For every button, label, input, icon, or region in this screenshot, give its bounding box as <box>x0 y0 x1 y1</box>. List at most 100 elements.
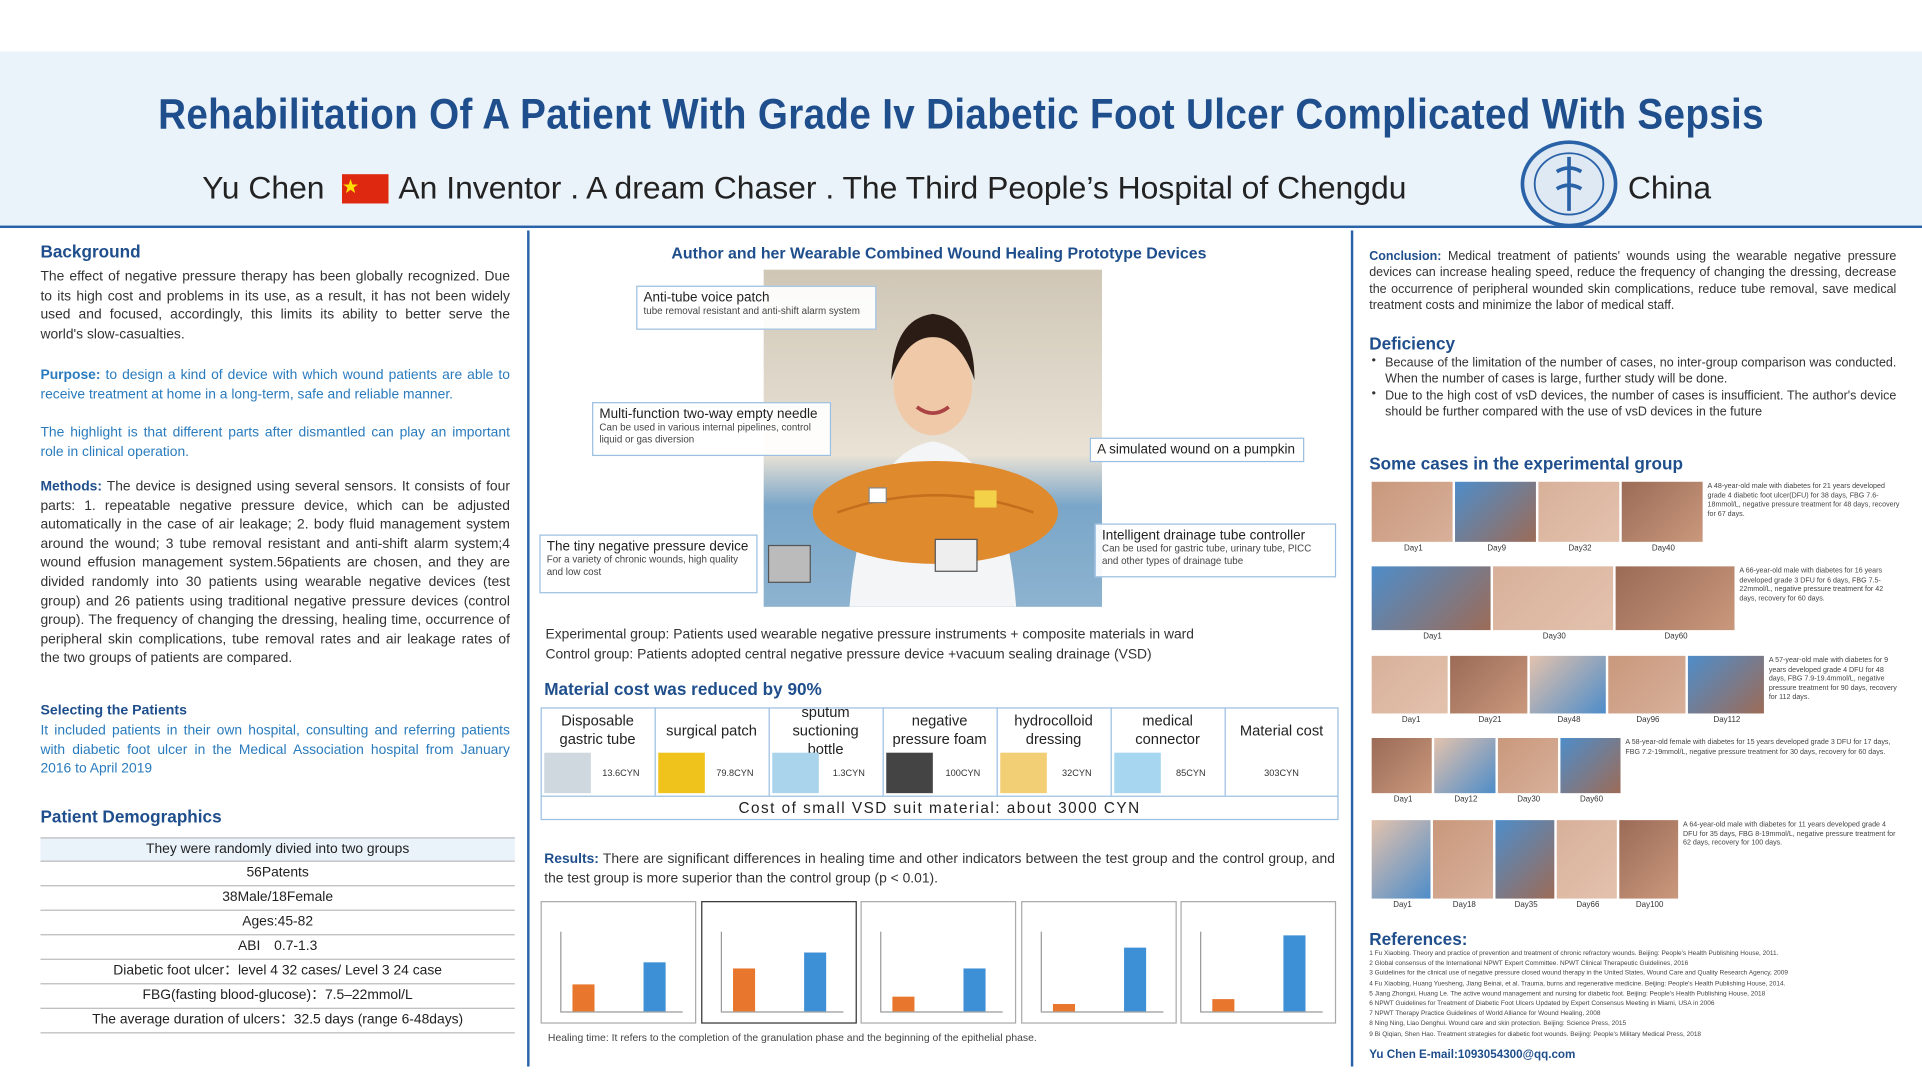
case-photo <box>1433 820 1493 899</box>
bar <box>643 962 666 1012</box>
day-label: Day66 <box>1576 901 1600 910</box>
bar <box>572 984 595 1012</box>
day-label: Day1 <box>1423 632 1442 642</box>
reference: 5 Jiang Zhongxi, Huang Le. The active wo… <box>1369 990 1766 998</box>
hospital-logo <box>1520 140 1618 228</box>
case-text: A 57-year-old male with diabetes for 9 y… <box>1768 657 1897 702</box>
paragraph: Results: There are significant differenc… <box>544 851 1335 889</box>
reference: 8 Ning Ning, Liao Denghui. Wound care an… <box>1369 1020 1627 1028</box>
column-name: Material cost <box>1239 721 1324 739</box>
day-label: Day18 <box>1452 901 1476 910</box>
callout-title: The tiny negative pressure device <box>546 539 749 555</box>
label: Methods: <box>40 479 102 495</box>
table-row: Ages:45-82 <box>40 911 515 936</box>
axis-line <box>560 1011 683 1013</box>
bar <box>892 996 915 1012</box>
country: China <box>1627 169 1712 206</box>
reference: 4 Fu Xiaobing, Huang Yuesheng, Jiang Bei… <box>1369 980 1786 988</box>
case-text: A 48-year-old male with diabetes for 21 … <box>1707 483 1900 519</box>
section-heading: Patient Demographics <box>40 806 222 827</box>
group-line: Experimental group: Patients used wearab… <box>545 627 1194 643</box>
axis-line <box>880 1011 1003 1013</box>
day-label: Day1 <box>1393 795 1413 805</box>
paragraph: It included patients in their own hospit… <box>40 723 510 777</box>
bar <box>963 968 986 1012</box>
case-photo <box>1493 566 1613 631</box>
case-photo <box>1371 481 1453 542</box>
mini-chart <box>1180 901 1337 1024</box>
callout: Anti-tube voice patch tube removal resist… <box>636 285 877 330</box>
column-name: sputum suctioning bottle <box>792 703 859 757</box>
axis-line <box>1200 931 1202 1012</box>
case-photo <box>1495 820 1555 899</box>
text: to design a kind of device with which wo… <box>40 367 510 402</box>
day-label: Day21 <box>1478 715 1502 725</box>
day-label: Day30 <box>1517 795 1541 805</box>
author: Yu Chen <box>202 169 325 206</box>
reference: 2 Global consensus of the International … <box>1369 960 1689 968</box>
day-label: Day32 <box>1568 544 1592 553</box>
callout-title: A simulated wound on a pumpkin <box>1097 442 1295 458</box>
bullet-text: Due to the high cost of vsD devices, the… <box>1385 389 1897 420</box>
case-photo <box>1687 655 1764 714</box>
section-heading: Selecting the Patients <box>40 703 187 719</box>
column-divider <box>1350 230 1354 1067</box>
case-photo <box>1371 566 1491 631</box>
callout: The tiny negative pressure device For a v… <box>539 534 758 594</box>
table-row: 56Patents <box>40 862 515 887</box>
axis-line <box>1040 931 1042 1012</box>
table-row: ABI 0.7-1.3 <box>40 935 515 960</box>
day-label: Day96 <box>1636 715 1660 725</box>
price: 32CYN <box>1062 767 1092 779</box>
item-photo <box>886 752 933 794</box>
header-band <box>0 51 1922 229</box>
reference: 9 Bi Qiqian, Shen Hao. Treatment strateg… <box>1369 1030 1702 1038</box>
section-heading: Deficiency <box>1369 333 1456 354</box>
price: 79.8CYN <box>716 767 754 779</box>
item-photo <box>658 752 705 794</box>
day-label: Day12 <box>1454 795 1478 805</box>
poster-title: Rehabilitation Of A Patient With Grade I… <box>158 90 1764 139</box>
callout-subtitle: tube removal resistant and anti-shift al… <box>643 305 860 317</box>
case-photo <box>1455 481 1536 542</box>
day-label: Day48 <box>1557 715 1581 725</box>
day-label: Day112 <box>1713 715 1741 725</box>
affiliation: An Inventor . A dream Chaser . The Third… <box>398 169 1407 206</box>
price: 1.3CYN <box>832 767 865 779</box>
table-divider <box>1110 707 1112 796</box>
callout-subtitle: Can be used in various internal pipeline… <box>599 421 811 446</box>
callout: A simulated wound on a pumpkin <box>1089 437 1305 463</box>
case-photo <box>1618 820 1679 899</box>
column-name: negative pressure foam <box>892 712 987 748</box>
table-row: FBG(fasting blood-glucose)：7.5–22mmol/L <box>40 984 515 1009</box>
callout-subtitle: Can be used for gastric tube, urinary tu… <box>1101 543 1312 567</box>
case-photo <box>1556 820 1617 899</box>
section-heading: Background <box>40 241 141 262</box>
case-photo <box>1434 737 1495 794</box>
paragraph: The highlight is that different parts af… <box>40 425 510 460</box>
callout-title: Anti-tube voice patch <box>643 290 770 306</box>
case-photo <box>1615 566 1735 631</box>
text: Medical treatment of patients' wounds us… <box>1369 250 1897 313</box>
callout-title: Intelligent drainage tube controller <box>1101 528 1306 544</box>
day-label: Day60 <box>1664 632 1688 642</box>
case-photo <box>1608 655 1685 714</box>
axis-line <box>880 931 882 1012</box>
case-photo <box>1371 820 1431 899</box>
case-photo <box>1538 481 1620 542</box>
day-label: Day30 <box>1542 632 1566 642</box>
price: 85CYN <box>1176 767 1206 779</box>
callout: Multi-function two-way empty needle Can b… <box>592 402 832 457</box>
paragraph: Purpose: to design a kind of device with… <box>40 367 509 405</box>
text: There are significant differences in hea… <box>544 852 1335 886</box>
photo-drawing <box>767 313 1058 607</box>
case-photo <box>1621 481 1703 542</box>
case-photo <box>1450 655 1528 714</box>
table-frame <box>540 707 1339 821</box>
table-divider <box>1224 707 1226 796</box>
reference: 1 Fu Xiaobing. Theory and practice of pr… <box>1369 950 1779 958</box>
case-text: A 58-year-old female with diabetes for 1… <box>1625 739 1891 756</box>
reference: 6 NPWT Guidelines for Treatment of Diabe… <box>1369 1000 1715 1008</box>
paragraph: Methods: The device is designed using se… <box>40 478 509 669</box>
item-photo <box>1000 752 1047 794</box>
